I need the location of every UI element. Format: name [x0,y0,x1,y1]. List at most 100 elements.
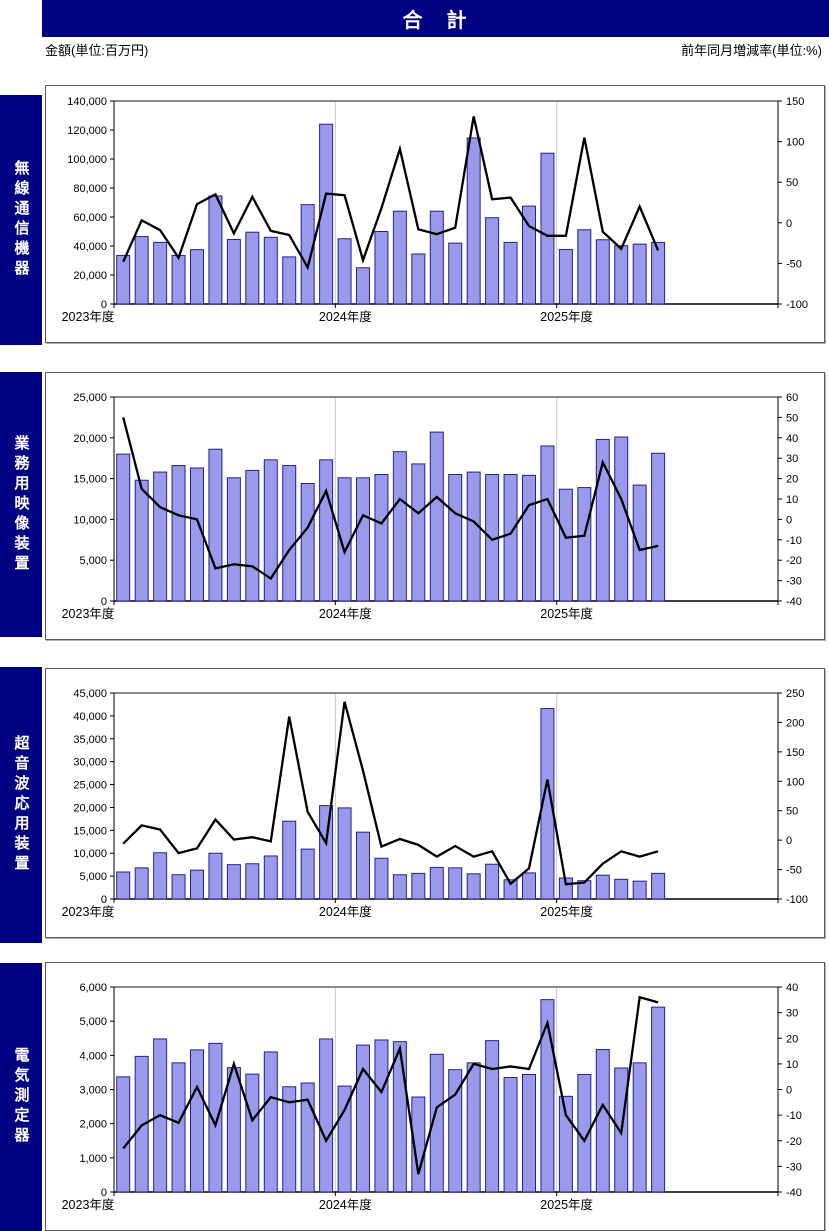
svg-text:50: 50 [786,177,798,189]
svg-text:2023年度: 2023年度 [62,904,115,919]
left-axis-labels: 0 5,000 10,000 15,000 20,000 25,000 30,000 35,0… [73,688,114,906]
bar [134,867,149,900]
bar [171,465,186,602]
year-gridlines [334,693,558,899]
bar [263,855,278,900]
bar [466,137,481,305]
svg-text:30: 30 [786,453,798,465]
x-axis-ticks [113,601,779,605]
plot-frame [113,100,779,305]
bar [466,873,481,900]
svg-text:0: 0 [786,218,792,230]
bar [226,477,241,602]
svg-text:120,000: 120,000 [67,125,107,137]
bar [374,474,389,602]
svg-text:15,000: 15,000 [73,825,107,837]
bar [540,445,555,602]
bar [595,1049,610,1193]
bar [263,236,278,305]
svg-text:-20: -20 [786,1136,802,1148]
svg-text:40,000: 40,000 [73,241,107,253]
bar [319,805,334,900]
bar [208,1042,223,1193]
svg-text:30,000: 30,000 [73,757,107,769]
svg-text:10: 10 [786,494,798,506]
svg-text:100: 100 [786,776,804,788]
bar [558,488,573,602]
svg-text:250: 250 [786,688,804,700]
bar [300,848,315,900]
chart-electrical-measuring-instruments: 0 1,000 2,000 3,000 4,000 5,000 6,000 -40 -30 -20… [62,982,802,1212]
bar [540,999,555,1193]
bar [245,469,260,602]
svg-text:150: 150 [786,747,804,759]
bar [503,1077,518,1193]
bar [540,708,555,900]
svg-text:3,000: 3,000 [79,1085,107,1097]
bar [411,463,426,602]
bar [245,231,260,305]
svg-text:4,000: 4,000 [79,1050,107,1062]
bar [226,238,241,305]
yoy-rate-line [122,995,659,1175]
bar [651,1006,666,1193]
amount-unit-caption: 金額(単位:百万円) [45,43,149,58]
rate-unit-caption: 前年同月増減率(単位:%) [681,43,822,58]
bar [392,210,407,305]
svg-text:2024年度: 2024年度 [319,904,372,919]
bar [522,1073,536,1193]
bar [116,453,131,602]
bar [485,863,500,900]
bar [300,204,315,305]
bar [503,879,518,900]
svg-text:-20: -20 [786,555,802,567]
svg-text:5,000: 5,000 [79,1016,107,1028]
svg-text:2025年度: 2025年度 [540,904,593,919]
bar [171,254,186,305]
bar [632,243,647,305]
svg-text:0: 0 [101,894,107,906]
svg-text:2024年度: 2024年度 [319,606,372,621]
bar [466,471,481,602]
svg-text:10,000: 10,000 [73,848,107,860]
bar [651,241,666,305]
bar [337,807,352,900]
bar [337,1085,352,1193]
bar [522,205,536,305]
svg-text:-50: -50 [786,865,802,877]
svg-text:0: 0 [786,514,792,526]
svg-text:40: 40 [786,982,798,994]
svg-text:100: 100 [786,137,804,149]
svg-text:10,000: 10,000 [73,514,107,526]
bar [263,459,278,602]
bar [411,1096,426,1193]
x-axis-ticks [113,304,779,308]
svg-text:-50: -50 [786,258,802,270]
amount-bars [116,431,666,602]
svg-text:-30: -30 [786,576,802,588]
svg-text:2024年度: 2024年度 [319,309,372,324]
svg-text:6,000: 6,000 [79,982,107,994]
svg-text:80,000: 80,000 [73,183,107,195]
svg-text:200: 200 [786,717,804,729]
right-axis-labels: -100 -50 0 50 100 150 [778,96,808,311]
year-gridlines [334,101,558,304]
bar [134,236,149,305]
chart-ultrasonic-application-equipment: 0 5,000 10,000 15,000 20,000 25,000 30,000 35,0… [62,688,808,919]
svg-text:5,000: 5,000 [79,871,107,883]
amount-bars [116,123,666,305]
chart-professional-video-equipment: 05,00010,00015,00020,00025,000-40-30-20-… [62,392,802,621]
bar [411,872,426,900]
svg-text:-10: -10 [786,1110,802,1122]
bar [374,1039,389,1193]
amount-bars [116,708,666,900]
bar [356,477,370,602]
bar [208,195,223,305]
svg-text:2023年度: 2023年度 [62,1197,115,1212]
plot-frame [113,692,779,900]
svg-text:0: 0 [786,835,792,847]
bar [448,867,463,900]
svg-text:20,000: 20,000 [73,802,107,814]
bar [116,871,131,900]
bar [392,1041,407,1193]
